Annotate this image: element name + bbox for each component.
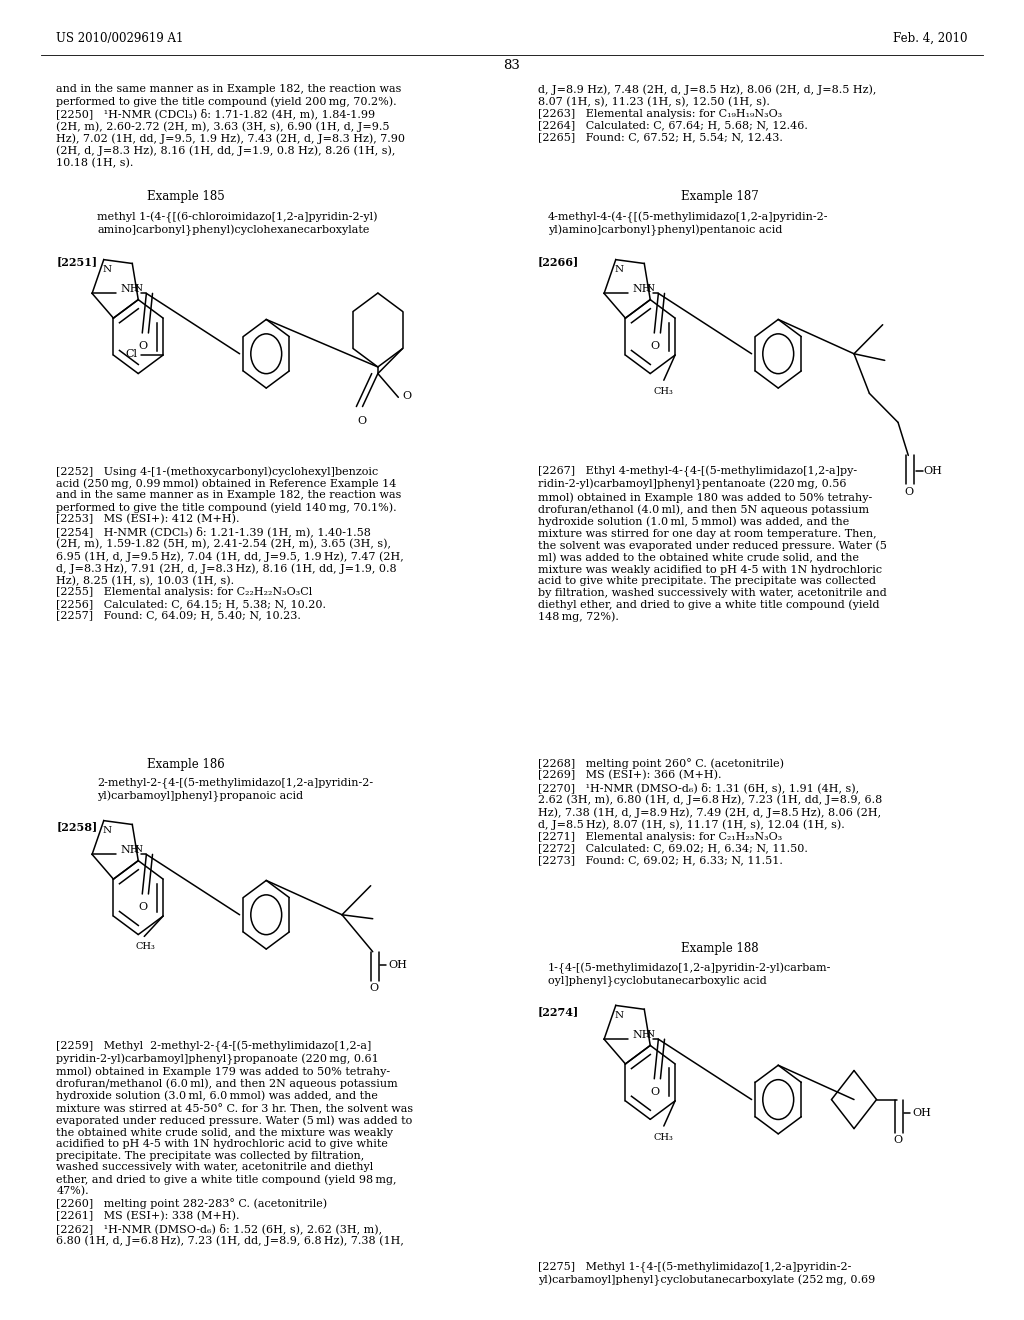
Text: Example 186: Example 186	[146, 758, 224, 771]
Text: Feb. 4, 2010: Feb. 4, 2010	[893, 32, 968, 45]
Text: O: O	[138, 902, 147, 912]
Text: NH: NH	[121, 284, 140, 294]
Text: O: O	[650, 1086, 659, 1097]
Text: 2-methyl-2-{4-[(5-methylimidazo[1,2-a]pyridin-2-
yl)carbamoyl]phenyl}propanoic a: 2-methyl-2-{4-[(5-methylimidazo[1,2-a]py…	[97, 777, 374, 801]
Text: N: N	[102, 265, 112, 275]
Text: O: O	[894, 1135, 902, 1146]
Text: CH₃: CH₃	[654, 387, 674, 396]
Text: 83: 83	[504, 58, 520, 71]
Text: Example 187: Example 187	[681, 190, 759, 203]
Text: [2251]: [2251]	[56, 256, 97, 267]
Text: OH: OH	[912, 1107, 931, 1118]
Text: and in the same manner as in Example 182, the reaction was
performed to give the: and in the same manner as in Example 182…	[56, 84, 406, 168]
Text: NH: NH	[633, 284, 652, 294]
Text: [2268]   melting point 260° C. (acetonitrile)
[2269]   MS (ESI+): 366 (M+H).
[22: [2268] melting point 260° C. (acetonitri…	[538, 758, 882, 865]
Text: N: N	[614, 1011, 624, 1020]
Text: NH: NH	[633, 1030, 652, 1040]
Text: N: N	[646, 1030, 654, 1039]
Text: N: N	[134, 284, 142, 293]
Text: [2259]   Methyl  2-methyl-2-{4-[(5-methylimidazo[1,2-a]
pyridin-2-yl)carbamoyl]p: [2259] Methyl 2-methyl-2-{4-[(5-methylim…	[56, 1040, 414, 1246]
Text: 4-methyl-4-(4-{[(5-methylimidazo[1,2-a]pyridin-2-
yl)amino]carbonyl}phenyl)penta: 4-methyl-4-(4-{[(5-methylimidazo[1,2-a]p…	[548, 211, 828, 235]
Text: 1-{4-[(5-methylimidazo[1,2-a]pyridin-2-yl)carbam-
oyl]phenyl}cyclobutanecarboxyl: 1-{4-[(5-methylimidazo[1,2-a]pyridin-2-y…	[548, 962, 831, 986]
Text: OH: OH	[388, 960, 407, 970]
Text: O: O	[357, 416, 366, 426]
Text: US 2010/0029619 A1: US 2010/0029619 A1	[56, 32, 183, 45]
Text: OH: OH	[924, 466, 942, 477]
Text: N: N	[646, 284, 654, 293]
Text: N: N	[102, 826, 112, 836]
Text: CH₃: CH₃	[135, 941, 156, 950]
Text: [2275]   Methyl 1-{4-[(5-methylimidazo[1,2-a]pyridin-2-
yl)carbamoyl]phenyl}cycl: [2275] Methyl 1-{4-[(5-methylimidazo[1,2…	[538, 1262, 874, 1286]
Text: Cl: Cl	[126, 348, 137, 359]
Text: methyl 1-(4-{[(6-chloroimidazo[1,2-a]pyridin-2-yl)
amino]carbonyl}phenyl)cyclohe: methyl 1-(4-{[(6-chloroimidazo[1,2-a]pyr…	[97, 211, 378, 235]
Text: [2258]: [2258]	[56, 821, 97, 832]
Text: N: N	[614, 265, 624, 275]
Text: N: N	[134, 845, 142, 854]
Text: Example 185: Example 185	[146, 190, 224, 203]
Text: O: O	[650, 341, 659, 351]
Text: d, J=8.9 Hz), 7.48 (2H, d, J=8.5 Hz), 8.06 (2H, d, J=8.5 Hz),
8.07 (1H, s), 11.2: d, J=8.9 Hz), 7.48 (2H, d, J=8.5 Hz), 8.…	[538, 84, 876, 141]
Text: O: O	[402, 391, 412, 401]
Text: O: O	[905, 487, 913, 498]
Text: [2252]   Using 4-[1-(methoxycarbonyl)cyclohexyl]benzoic
acid (250 mg, 0.99 mmol): [2252] Using 4-[1-(methoxycarbonyl)cyclo…	[56, 466, 404, 620]
Text: NH: NH	[121, 845, 140, 855]
Text: CH₃: CH₃	[654, 1133, 674, 1142]
Text: [2266]: [2266]	[538, 256, 579, 267]
Text: O: O	[370, 983, 378, 994]
Text: [2267]   Ethyl 4-methyl-4-{4-[(5-methylimidazo[1,2-a]py-
ridin-2-yl)carbamoyl]ph: [2267] Ethyl 4-methyl-4-{4-[(5-methylimi…	[538, 466, 887, 623]
Text: [2274]: [2274]	[538, 1006, 579, 1016]
Text: O: O	[138, 341, 147, 351]
Text: Example 188: Example 188	[681, 942, 759, 956]
